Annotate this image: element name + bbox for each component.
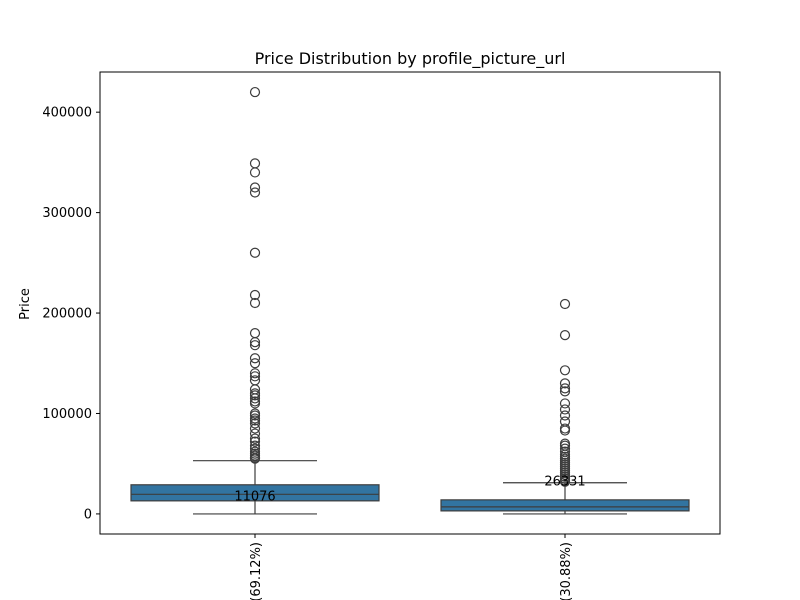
x-tick-label: …(69.12%) <box>249 542 264 600</box>
outlier-point <box>249 453 261 464</box>
outlier-point <box>249 390 261 401</box>
y-tick-label: 0 <box>84 507 92 522</box>
outlier-point <box>249 337 261 348</box>
plot-area: 0 100000 200000 300000 400000 11076 …(69.12%) 2… <box>42 86 690 600</box>
outlier-point <box>249 158 261 169</box>
count-annotation: 26331 <box>544 474 585 489</box>
outlier-point <box>249 358 261 369</box>
outlier-point <box>249 187 261 198</box>
outlier-point <box>249 182 261 193</box>
outlier-point <box>249 289 261 301</box>
y-tick-label: 400000 <box>42 106 92 121</box>
outlier-point <box>249 418 261 429</box>
outlier-point <box>559 298 571 310</box>
outlier-point <box>249 328 261 339</box>
outlier-point <box>559 365 571 376</box>
plot-frame <box>99 71 721 535</box>
outlier-point <box>249 440 261 451</box>
outlier-point <box>249 428 261 439</box>
outlier-point <box>559 398 571 409</box>
outlier-point <box>249 371 261 382</box>
y-tick-label: 300000 <box>42 206 92 221</box>
outlier-point <box>559 404 571 415</box>
outlier-point <box>249 423 261 434</box>
outlier-point <box>559 443 571 454</box>
outlier-point <box>249 247 261 258</box>
outlier-point <box>249 167 261 178</box>
outlier-point <box>559 476 571 487</box>
outlier-point <box>249 297 261 309</box>
outlier-point <box>249 393 261 404</box>
outlier-point <box>559 410 571 421</box>
y-axis-label: Price <box>18 288 33 320</box>
outlier-point <box>559 386 571 397</box>
outlier-point <box>559 378 571 389</box>
outlier-point <box>249 433 261 444</box>
outlier-point <box>249 353 261 364</box>
outlier-point <box>249 340 261 351</box>
outlier-point <box>559 425 571 436</box>
outlier-point <box>249 368 261 379</box>
x-tick-label: …(30.88%) <box>559 542 574 600</box>
y-tick-label: 200000 <box>42 307 92 322</box>
iqr-box <box>130 484 380 502</box>
outlier-point <box>249 410 261 421</box>
chart-title: Price Distribution by profile_picture_ur… <box>255 49 566 69</box>
count-annotation: 11076 <box>234 489 275 504</box>
outlier-point <box>249 86 261 98</box>
outlier-point <box>559 383 571 394</box>
y-tick-label: 100000 <box>42 407 92 422</box>
iqr-box <box>440 499 690 512</box>
outlier-point <box>249 398 261 409</box>
outlier-point <box>249 415 261 426</box>
outlier-point <box>559 330 571 341</box>
outlier-point <box>559 423 571 434</box>
outlier-point <box>249 436 261 447</box>
